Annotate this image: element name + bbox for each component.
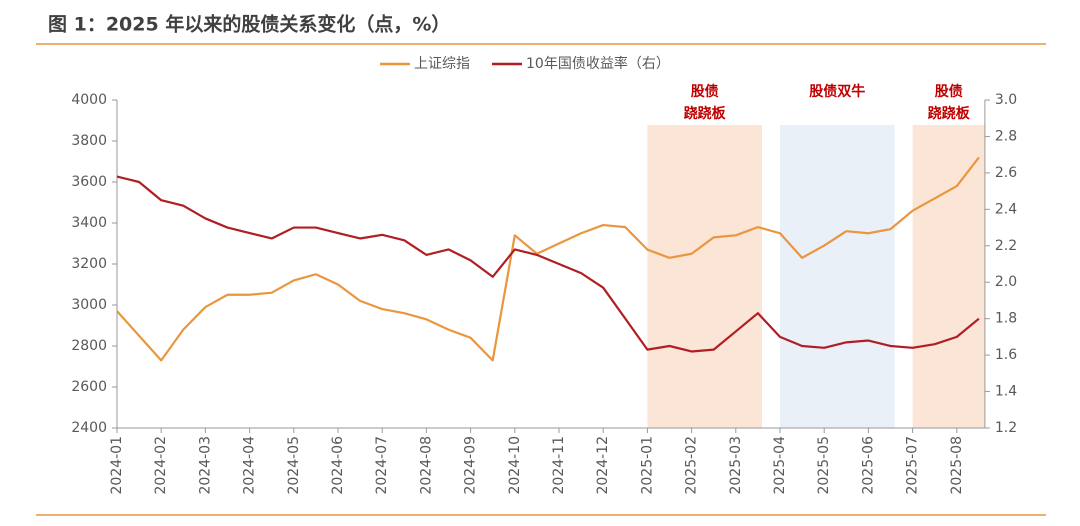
y2-tick-label: 2.6	[995, 165, 1017, 181]
x-tick-label: 2024-02	[153, 436, 169, 495]
series-line	[116, 175, 980, 353]
y2-tick-label: 1.4	[995, 384, 1017, 400]
shaded-period	[912, 125, 985, 428]
y-tick-label: 3600	[71, 174, 107, 190]
legend-label: 10年国债收益率（右）	[526, 55, 670, 72]
x-tick-label: 2024-06	[330, 436, 346, 495]
shaded-period	[647, 125, 762, 428]
x-tick-label: 2024-07	[374, 436, 390, 495]
y2-tick-label: 3.0	[995, 92, 1017, 108]
period-label: 股债双牛	[809, 83, 865, 100]
y-tick-label: 3000	[71, 297, 107, 313]
series-line	[116, 156, 980, 362]
y-tick-label: 3800	[71, 133, 107, 149]
x-tick-label: 2025-03	[728, 436, 744, 495]
y-tick-label: 2400	[71, 420, 107, 436]
x-tick-label: 2024-01	[109, 436, 125, 495]
y2-tick-label: 1.2	[995, 420, 1017, 436]
y-tick-label: 2600	[71, 379, 107, 395]
legend-label: 上证综指	[414, 56, 470, 72]
y2-tick-label: 1.8	[995, 311, 1017, 327]
x-tick-label: 2025-01	[639, 436, 655, 495]
y2-tick-label: 2.0	[995, 274, 1017, 290]
x-tick-label: 2025-05	[816, 436, 832, 495]
y2-tick-label: 2.2	[995, 238, 1017, 254]
y2-tick-label: 2.8	[995, 128, 1017, 144]
x-tick-label: 2024-09	[463, 436, 479, 495]
y-tick-label: 3200	[71, 256, 107, 272]
shaded-period	[780, 125, 895, 428]
y-tick-label: 2800	[71, 338, 107, 354]
x-tick-label: 2024-11	[551, 436, 567, 495]
x-tick-label: 2024-08	[418, 436, 434, 495]
x-tick-label: 2025-02	[684, 436, 700, 495]
x-tick-label: 2025-08	[949, 436, 965, 495]
x-tick-label: 2024-04	[242, 436, 258, 495]
period-label: 跷跷板	[928, 105, 971, 122]
x-tick-label: 2024-05	[286, 436, 302, 495]
x-tick-label: 2025-07	[905, 436, 921, 495]
x-tick-label: 2024-03	[197, 436, 213, 495]
y-tick-label: 4000	[71, 92, 107, 108]
period-label: 跷跷板	[684, 105, 727, 122]
period-label: 股债	[935, 83, 963, 100]
period-label: 股债	[691, 83, 719, 100]
x-tick-label: 2024-12	[595, 436, 611, 495]
y2-tick-label: 1.6	[995, 347, 1017, 363]
chart-title: 图 1：2025 年以来的股债关系变化（点，%）	[48, 13, 450, 36]
x-tick-label: 2025-06	[860, 436, 876, 495]
x-tick-label: 2024-10	[507, 436, 523, 495]
y-tick-label: 3400	[71, 215, 107, 231]
x-tick-label: 2025-04	[772, 436, 788, 495]
y2-tick-label: 2.4	[995, 201, 1017, 217]
